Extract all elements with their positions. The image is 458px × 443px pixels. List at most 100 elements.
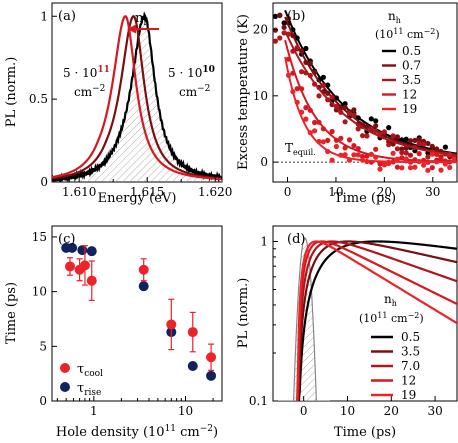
temp-point-19: [377, 166, 383, 172]
tau-cool-point: [79, 260, 90, 271]
a-ytick-label: 0.5: [29, 92, 48, 106]
panel-c-ylabel: Time (ps): [4, 282, 19, 344]
d-ytick-label: 0.1: [249, 394, 268, 408]
panel-a-ylabel: PL (norm.): [4, 57, 19, 128]
panel-b-plot-area: [273, 9, 457, 173]
temp-point-12: [394, 164, 400, 170]
panel-d-plot-area: [277, 237, 457, 401]
spectrum-line-5e10: [52, 11, 222, 182]
temp-point-3.5: [294, 45, 300, 51]
d-xtick-label: 0: [300, 404, 308, 418]
panel-d: 0 10 20 30 0.1 1 (d) Time (ps) PL (norm.) nh …: [236, 225, 458, 440]
panel-c-plot-area: [61, 242, 217, 381]
legend-label-0.7: 0.7: [402, 59, 421, 73]
temp-point-0.5: [281, 20, 287, 26]
temp-point-0.5: [273, 13, 278, 19]
temp-point-19: [329, 157, 335, 163]
temp-fit-3.5: [284, 30, 457, 157]
temp-point-0.7: [425, 140, 431, 147]
tau-cool-point: [187, 327, 198, 338]
temp-point-3.5: [390, 133, 396, 139]
temp-point-3.5: [416, 140, 422, 146]
temp-point-19: [407, 165, 414, 171]
legend-label-0.5: 0.5: [402, 44, 421, 58]
d-ytick-label: 1: [260, 234, 268, 248]
temp-point-19: [451, 156, 457, 162]
temp-point-0.5: [442, 144, 448, 150]
temp-point-12: [303, 105, 309, 111]
panel-a-arrow-label: nh: [135, 11, 149, 28]
tau-rise-point: [187, 361, 198, 371]
tau-rise-point: [77, 245, 88, 256]
tau-rise-point: [86, 246, 97, 257]
temp-fit-19: [284, 56, 457, 164]
temp-point-19: [390, 150, 396, 156]
temp-point-19: [421, 162, 427, 168]
panel-a-axes: 1.610 1.615 1.620 0 0.5 1: [29, 9, 232, 199]
temp-point-3.5: [399, 149, 405, 156]
spectrum-fill-5e10: [52, 14, 222, 182]
panel-d-legend-unit: (1011 cm−2): [359, 311, 424, 325]
temp-point-12: [373, 146, 379, 152]
temp-point-19: [403, 156, 409, 162]
temp-point-19: [355, 152, 361, 158]
panel-a-xlabel: Energy (eV): [98, 191, 177, 206]
temp-point-3.5: [421, 141, 427, 147]
temp-point-12: [429, 165, 435, 171]
panel-b-legend-title: nh: [388, 9, 401, 25]
b-xtick-label: 30: [425, 185, 440, 199]
panel-d-ylabel: PL (norm.): [236, 278, 251, 349]
panel-c-xlabel: Hole density (1011 cm−2): [56, 424, 218, 440]
temp-point-12: [416, 151, 422, 157]
panel-a-annotation-high: 5 · 1011 cm−2: [63, 65, 110, 99]
temp-point-0.7: [281, 24, 287, 30]
panel-b-legend-unit: (1011 cm−2): [375, 27, 440, 41]
panel-c-legend: τcool τrise: [60, 362, 103, 398]
temp-point-0.7: [407, 138, 414, 144]
legend-label-3.5: 3.5: [401, 345, 420, 359]
legend-label-7.0: 7.0: [401, 359, 420, 373]
c-xtick-label: 1: [90, 404, 98, 418]
temp-point-0.5: [373, 118, 379, 124]
temp-point-3.5: [381, 129, 387, 135]
panel-c-frame: [51, 225, 223, 402]
temp-point-12: [360, 153, 366, 160]
b-xtick-label: 10: [328, 185, 343, 199]
temp-point-3.5: [299, 69, 305, 75]
a-ytick-label: 0: [40, 175, 48, 189]
temp-point-12: [325, 137, 331, 143]
tau-cool-point: [166, 319, 177, 330]
panel-b-frame: [272, 2, 458, 183]
legend-label-tau-rise: τrise: [77, 381, 101, 398]
panel-a-plot-area: [52, 11, 222, 182]
panel-b-ylabel: Excess temperature (K): [236, 14, 251, 170]
temp-point-19: [303, 116, 309, 122]
temp-point-12: [377, 161, 383, 167]
temp-point-0.7: [412, 137, 418, 143]
temp-point-3.5: [346, 111, 353, 117]
temp-point-0.5: [403, 136, 409, 142]
temp-point-3.5: [407, 152, 414, 158]
temp-fit-12: [284, 39, 457, 163]
c-ytick-label: 0: [39, 394, 47, 408]
temp-point-3.5: [403, 150, 409, 156]
a-xtick-label: 1.620: [198, 185, 232, 199]
spectrum-line-intermediate: [52, 15, 222, 180]
temp-point-3.5: [273, 38, 278, 44]
temp-point-19: [447, 164, 453, 171]
panel-d-axes: 0 10 20 30 0.1 1: [249, 234, 443, 418]
panel-a-density-arrow: nh: [127, 11, 159, 34]
temp-point-3.5: [368, 126, 374, 132]
panel-a-annotation-low: 5 · 1010 cm−2: [168, 65, 215, 99]
temp-point-3.5: [277, 35, 283, 41]
legend-label-19: 19: [401, 388, 416, 402]
panel-b: 0 10 20 30 0 10 20 (b) Time (ps) Excess temper…: [236, 2, 458, 206]
pl-trace-0.5: [297, 240, 457, 401]
tau-rise-point: [138, 281, 149, 292]
d-xtick-label: 10: [340, 404, 355, 418]
svg-text:5 · 1010: 5 · 1010: [168, 65, 215, 80]
panel-b-equil-label: Tequil.: [285, 141, 316, 157]
temp-point-19: [312, 128, 318, 134]
c-xtick-label: 10: [178, 404, 193, 418]
